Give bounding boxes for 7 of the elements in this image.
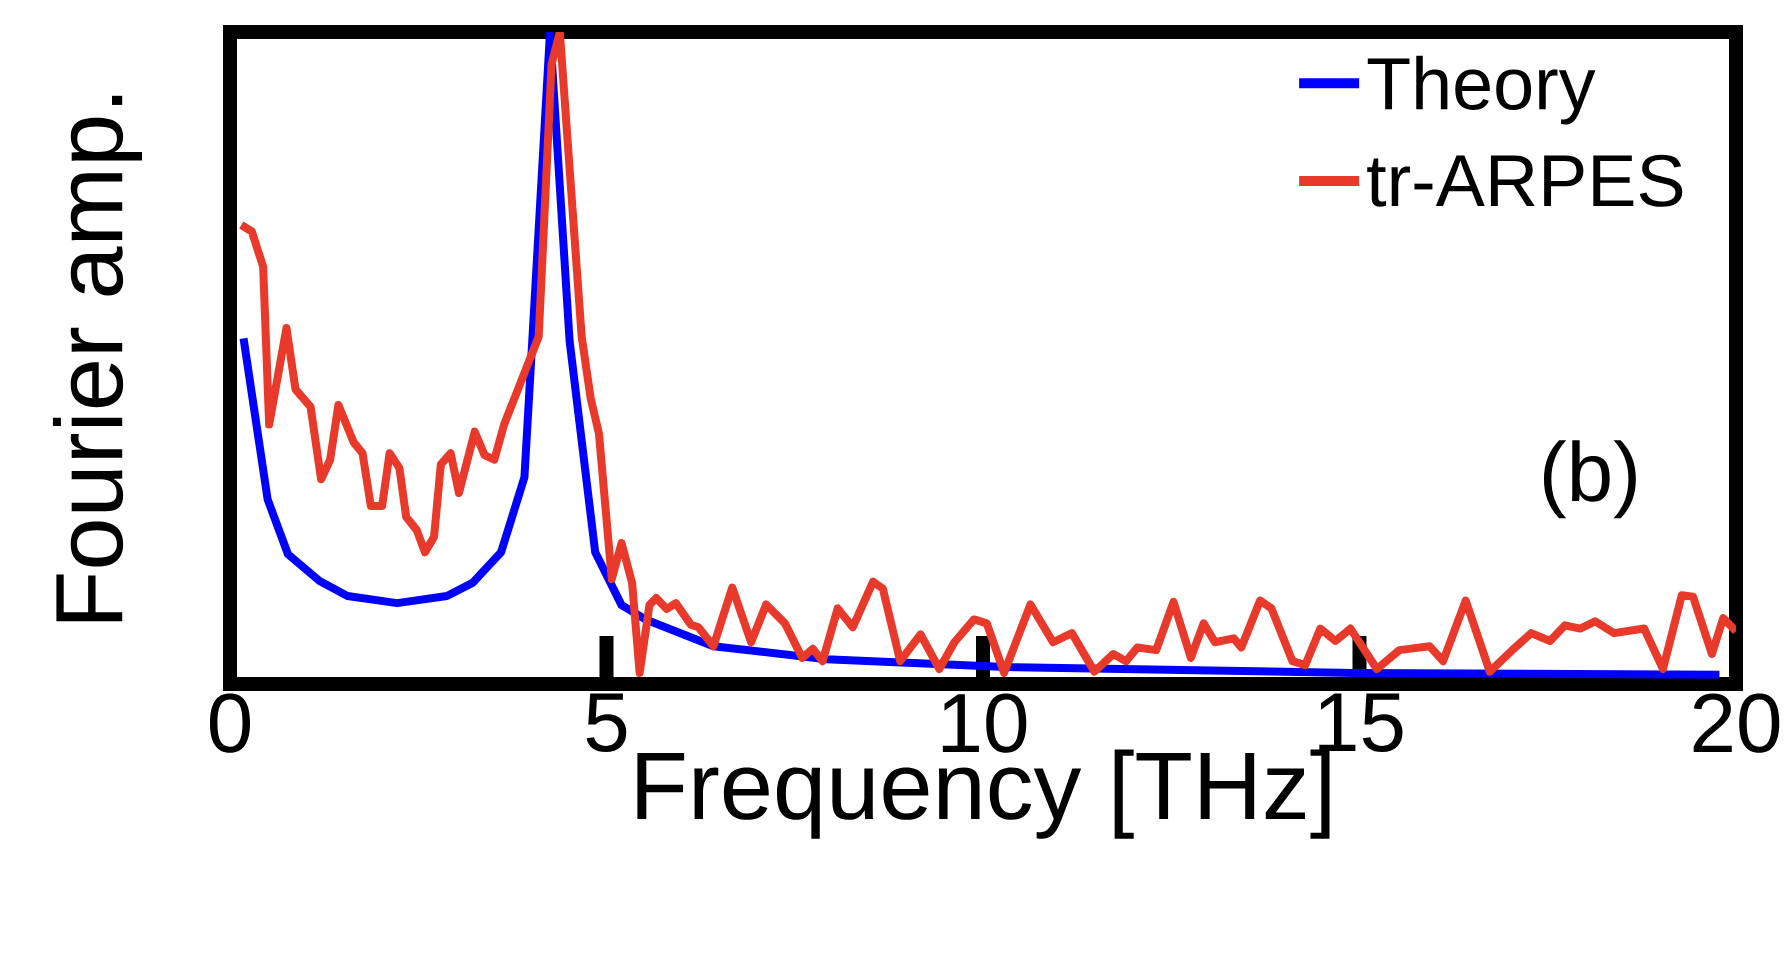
- annotation: (b): [1543, 440, 1636, 519]
- x-tick-label: 5: [586, 693, 627, 752]
- y-axis-title: Fourier amp.: [52, 95, 143, 622]
- legend-label: tr-ARPES: [1367, 154, 1683, 207]
- legend-label: Theory: [1367, 55, 1596, 125]
- x-tick-label: 20: [1693, 693, 1780, 753]
- x-tick-label: 0: [210, 693, 251, 753]
